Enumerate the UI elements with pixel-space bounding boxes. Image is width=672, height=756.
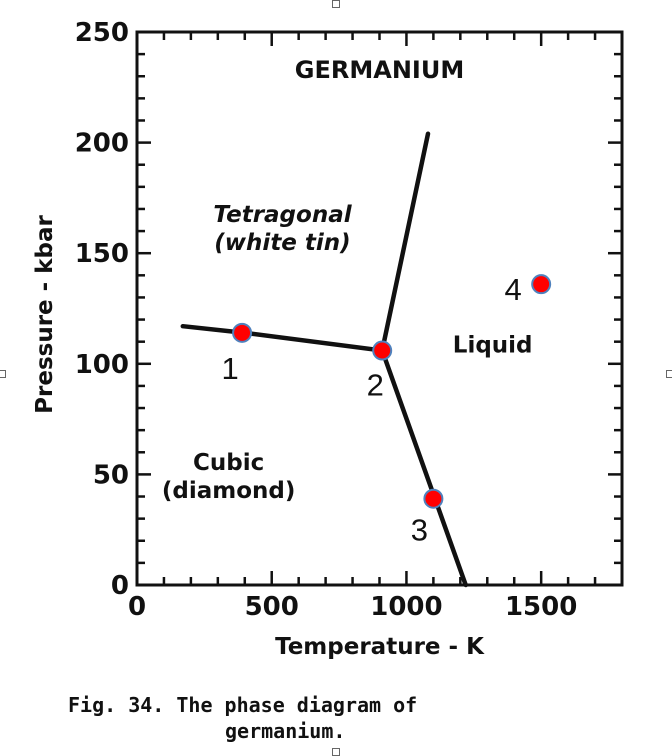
selection-handle-left[interactable] [0,370,6,378]
y-tick-label: 100 [75,350,129,380]
point-3-label: 3 [411,513,428,548]
selection-handle-right[interactable] [666,370,672,378]
phase-boundary-line [379,131,431,353]
caption-line-2: germanium. [225,719,346,743]
x-axis-label: Temperature - K [275,634,485,660]
region-label-line: (diamond) [162,478,296,504]
y-tick-label: 0 [111,571,129,601]
point-4-marker [531,274,552,295]
selection-handle-top[interactable] [332,0,340,8]
point-2-marker [372,340,393,361]
region-label: Tetragonal (white tin) [213,202,352,256]
phase-boundary-line [379,348,468,588]
x-tick-label: 0 [128,592,146,622]
region-label-line: Liquid [453,333,533,359]
marked-points: 1 2 3 4 [221,272,552,548]
phase-boundary-line [180,323,385,353]
region-label-line: Tetragonal [213,202,352,228]
x-tick-label: 1500 [505,592,577,622]
point-1-marker [232,322,253,343]
axis-tick-labels: 0 500 1000 1500 0 50 100 150 200 250 [75,18,578,622]
caption-line-1: Fig. 34. The phase diagram of [68,693,418,717]
y-tick-label: 50 [93,460,129,490]
y-tick-label: 150 [75,239,129,269]
figure-caption: Fig. 34. The phase diagram of germanium. [68,692,417,744]
region-label-line: (white tin) [214,230,350,256]
region-label-line: Cubic [193,450,264,476]
point-2-label: 2 [367,368,384,403]
plot-title: GERMANIUM [295,56,464,84]
axis-ticks [135,30,624,587]
point-3-marker [423,488,444,509]
y-tick-label: 250 [75,18,129,48]
x-tick-label: 500 [245,592,299,622]
region-label: Cubic (diamond) [162,450,296,504]
y-axis-label: Pressure - kbar [32,215,58,414]
point-4-label: 4 [505,272,522,307]
point-1-label: 1 [221,351,238,386]
x-tick-label: 1000 [370,592,442,622]
phase-region-labels: Tetragonal (white tin) Liquid Cubic (diamond… [162,202,533,504]
region-label: Liquid [453,333,533,359]
y-tick-label: 200 [75,129,129,159]
